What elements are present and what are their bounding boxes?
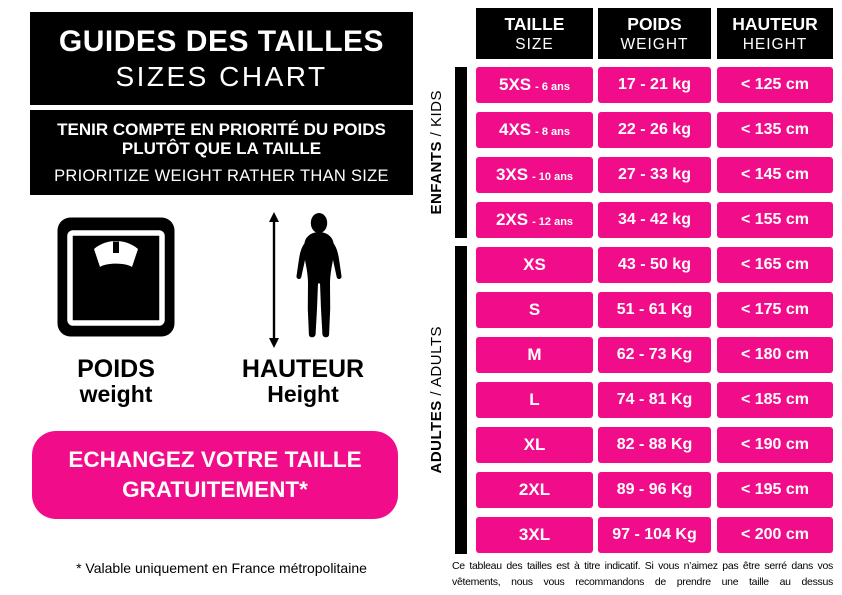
weight-cell: 74 - 81 Kg: [598, 382, 711, 418]
notice-fr-line2: PLUTÔT QUE LA TAILLE: [121, 138, 322, 158]
size-cell: 2XL: [476, 472, 593, 508]
table-header: TAILLE SIZE POIDS WEIGHT HAUTEUR HEIGHT: [476, 8, 833, 59]
height-cell: < 125 cm: [717, 67, 833, 103]
page-title: GUIDES DES TAILLES: [58, 24, 385, 58]
weight-label: POIDS weight: [46, 357, 186, 407]
table-row: S 51 - 61 Kg < 175 cm: [476, 292, 833, 328]
size-cell: 2XS - 12 ans: [476, 202, 593, 238]
header-weight-fr: POIDS: [627, 13, 682, 34]
height-cell: < 185 cm: [717, 382, 833, 418]
height-cell: < 200 cm: [717, 517, 833, 553]
weight-cell: 51 - 61 Kg: [598, 292, 711, 328]
table-row: 2XL 89 - 96 Kg < 195 cm: [476, 472, 833, 508]
header-height-en: HEIGHT: [742, 35, 808, 53]
size-cell: 5XS - 6 ans: [476, 67, 593, 103]
weight-cell: 62 - 73 Kg: [598, 337, 711, 373]
size-cell: 3XL: [476, 517, 593, 553]
height-cell: < 145 cm: [717, 157, 833, 193]
size-cell: L: [476, 382, 593, 418]
header-weight-en: WEIGHT: [620, 35, 689, 53]
weight-label-fr: POIDS: [77, 355, 155, 383]
height-cell: < 165 cm: [717, 247, 833, 283]
size-cell: M: [476, 337, 593, 373]
weight-cell: 82 - 88 Kg: [598, 427, 711, 463]
group-label-adults-text: ADULTES / ADULTS: [427, 326, 445, 474]
weight-cell: 43 - 50 kg: [598, 247, 711, 283]
height-person-icon: [269, 212, 342, 348]
size-cell: XL: [476, 427, 593, 463]
notice-en: PRIORITIZE WEIGHT RATHER THAN SIZE: [54, 166, 389, 185]
header-height: HAUTEUR HEIGHT: [717, 8, 833, 59]
adults-group-bar: [455, 246, 467, 554]
table-row: 4XS - 8 ans 22 - 26 kg < 135 cm: [476, 112, 833, 148]
height-cell: < 195 cm: [717, 472, 833, 508]
exchange-banner: ECHANGEZ VOTRE TAILLE GRATUITEMENT*: [32, 431, 398, 519]
height-cell: < 180 cm: [717, 337, 833, 373]
header-size-fr: TAILLE: [504, 13, 565, 34]
table-row: 3XL 97 - 104 Kg < 200 cm: [476, 517, 833, 553]
weight-cell: 27 - 33 kg: [598, 157, 711, 193]
size-cell: S: [476, 292, 593, 328]
scale-icon: [57, 217, 175, 337]
exchange-line1: ECHANGEZ VOTRE TAILLE: [68, 447, 362, 472]
page-title-en: SIZES CHART: [115, 60, 328, 92]
height-label: HAUTEUR Height: [233, 357, 373, 407]
table-row: 3XS - 10 ans 27 - 33 kg < 145 cm: [476, 157, 833, 193]
group-label-kids-text: ENFANTS / KIDS: [427, 90, 445, 215]
header-height-fr: HAUTEUR: [732, 13, 818, 34]
weight-cell: 97 - 104 Kg: [598, 517, 711, 553]
header-size-en: SIZE: [515, 35, 554, 53]
exchange-line2: GRATUITEMENT*: [122, 477, 308, 502]
height-cell: < 155 cm: [717, 202, 833, 238]
weight-label-en: weight: [79, 381, 153, 407]
footnote: * Valable uniquement en France métropoli…: [76, 560, 367, 576]
table-row: XL 82 - 88 Kg < 190 cm: [476, 427, 833, 463]
group-label-adults: ADULTES / ADULTS: [423, 247, 449, 553]
height-label-en: Height: [267, 381, 339, 407]
table-row: 2XS - 12 ans 34 - 42 kg < 155 cm: [476, 202, 833, 238]
header-size: TAILLE SIZE: [476, 8, 593, 59]
weight-cell: 34 - 42 kg: [598, 202, 711, 238]
table-row: M 62 - 73 Kg < 180 cm: [476, 337, 833, 373]
disclaimer: Ce tableau des tailles est à titre indic…: [452, 560, 833, 588]
height-cell: < 135 cm: [717, 112, 833, 148]
group-label-kids: ENFANTS / KIDS: [423, 67, 449, 238]
size-cell: XS: [476, 247, 593, 283]
weight-cell: 22 - 26 kg: [598, 112, 711, 148]
title-box: GUIDES DES TAILLES SIZES CHART: [30, 12, 413, 105]
height-cell: < 175 cm: [717, 292, 833, 328]
table-row: 5XS - 6 ans 17 - 21 kg < 125 cm: [476, 67, 833, 103]
size-cell: 3XS - 10 ans: [476, 157, 593, 193]
kids-group-bar: [455, 67, 467, 238]
notice-box: TENIR COMPTE EN PRIORITÉ DU POIDS PLUTÔT…: [30, 110, 413, 195]
header-weight: POIDS WEIGHT: [598, 8, 711, 59]
size-cell: 4XS - 8 ans: [476, 112, 593, 148]
table-row: L 74 - 81 Kg < 185 cm: [476, 382, 833, 418]
table-rows: 5XS - 6 ans 17 - 21 kg < 125 cm 4XS - 8 ans 22…: [476, 67, 833, 562]
height-label-fr: HAUTEUR: [241, 355, 365, 383]
weight-cell: 17 - 21 kg: [598, 67, 711, 103]
table-row: XS 43 - 50 kg < 165 cm: [476, 247, 833, 283]
height-cell: < 190 cm: [717, 427, 833, 463]
weight-cell: 89 - 96 Kg: [598, 472, 711, 508]
notice-fr-line1: TENIR COMPTE EN PRIORITÉ DU POIDS: [57, 119, 386, 139]
